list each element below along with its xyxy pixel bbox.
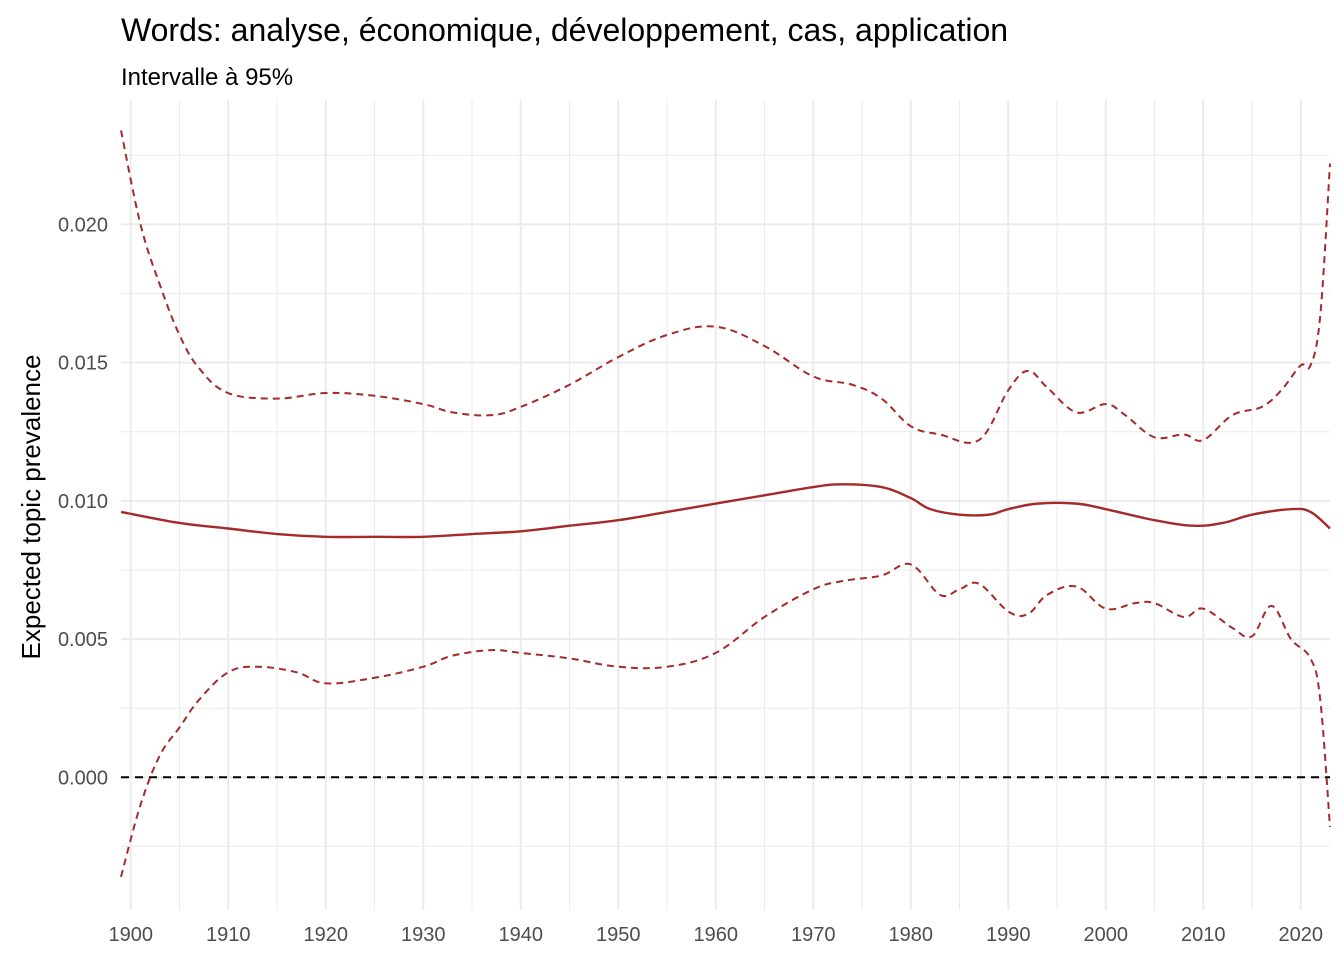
y-tick-label: 0.005: [58, 629, 108, 651]
x-tick-label: 1930: [401, 924, 446, 946]
x-tick-label: 1920: [304, 924, 349, 946]
chart-title: Words: analyse, économique, développemen…: [121, 12, 1008, 48]
x-tick-label: 1910: [206, 924, 251, 946]
x-tick-label: 1950: [596, 924, 641, 946]
series-line-estimate: [120, 483, 1331, 539]
x-tick-label: 2020: [1279, 924, 1324, 946]
x-tick-label: 2000: [1084, 924, 1129, 946]
y-axis-ticks: 0.000 0.005 0.010 0.015 0.020: [58, 214, 108, 789]
series-line-upper-95: [120, 130, 1331, 444]
series-line-lower-95: [120, 562, 1331, 878]
x-axis-ticks: 1900 1910 1920 1930 1940 1950 1960 1970 1980 1990…: [109, 924, 1324, 946]
x-tick-label: 1960: [694, 924, 739, 946]
chart-subtitle: Intervalle à 95%: [121, 64, 293, 91]
grid: [121, 100, 1330, 910]
x-tick-label: 1970: [791, 924, 836, 946]
y-tick-label: 0.000: [58, 767, 108, 789]
x-tick-label: 1990: [986, 924, 1031, 946]
y-tick-label: 0.015: [58, 353, 108, 375]
x-tick-label: 1980: [889, 924, 934, 946]
x-tick-label: 1900: [109, 924, 154, 946]
y-axis-title: Expected topic prevalence: [16, 355, 46, 660]
y-tick-label: 0.010: [58, 491, 108, 513]
series-group: [120, 130, 1331, 878]
x-tick-label: 2010: [1181, 924, 1226, 946]
y-tick-label: 0.020: [58, 214, 108, 236]
x-tick-label: 1940: [499, 924, 544, 946]
